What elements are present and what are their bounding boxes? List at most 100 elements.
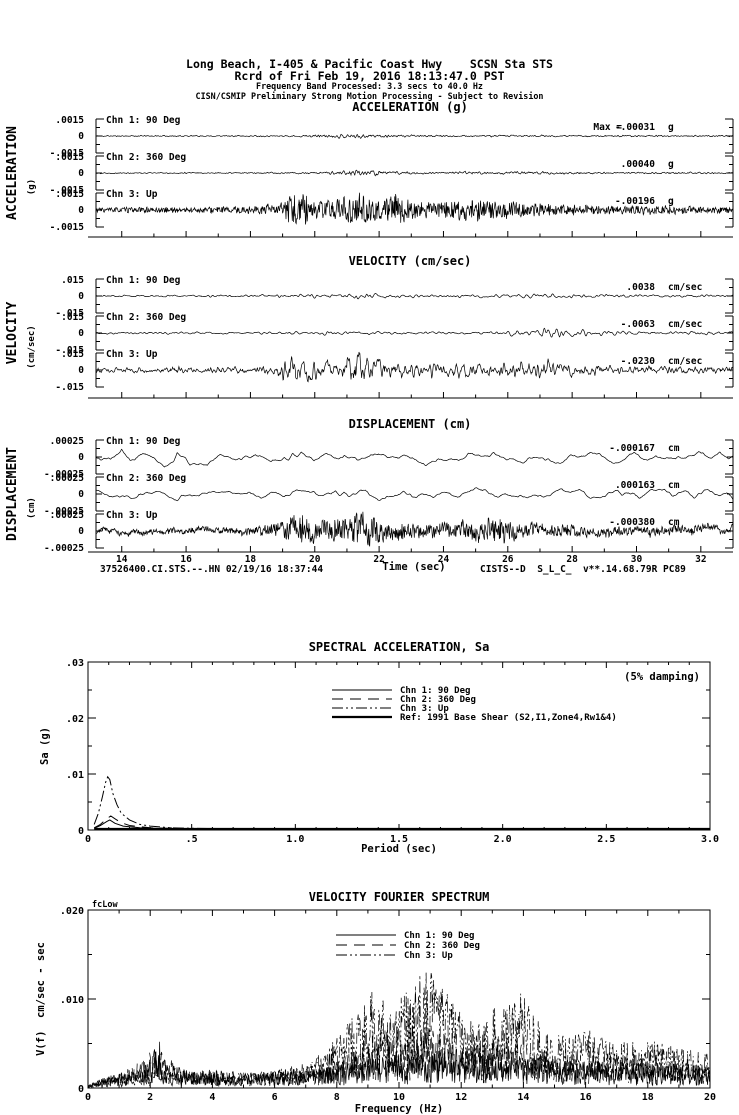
y-axis-label-acceleration: ACCELERATION — [5, 126, 20, 220]
channel-label: Chn 2: 360 Deg — [106, 473, 186, 484]
peak-unit: g — [668, 122, 674, 133]
x-tick-label: 26 — [502, 554, 514, 565]
x-tick-label: 24 — [438, 554, 450, 565]
x-tick-label: 30 — [631, 554, 643, 565]
y-tick-label: 0 — [78, 291, 84, 302]
y-tick-label: -.00025 — [44, 469, 84, 480]
fourier-curve-ch3 — [87, 971, 711, 1089]
x-tick-label: 2.5 — [597, 834, 615, 845]
y-tick-label: .0015 — [55, 189, 84, 200]
channel-label: Chn 1: 90 Deg — [106, 275, 181, 286]
waveform-displacement-ch2 — [95, 487, 734, 502]
y-tick-label: .010 — [60, 995, 84, 1006]
x-tick-label: 14 — [517, 1092, 529, 1103]
y-tick-label: .02 — [66, 714, 84, 725]
x-axis-title-sa: Period (sec) — [361, 843, 437, 855]
waveform-acceleration-ch3 — [95, 192, 734, 225]
y-axis-label-sa: Sa (g) — [39, 727, 51, 765]
y-tick-label: .015 — [61, 349, 84, 360]
station-title: Long Beach, I-405 & Pacific Coast Hwy SC… — [186, 57, 553, 71]
peak-value: -.000167 — [609, 443, 655, 454]
y-tick-label: .0015 — [55, 115, 84, 126]
y-tick-label: -.0015 — [50, 185, 85, 196]
waveform-velocity-ch3 — [95, 351, 734, 383]
x-tick-label: 8 — [334, 1092, 340, 1103]
peak-unit: cm — [668, 480, 680, 491]
x-tick-label: 28 — [566, 554, 578, 565]
y-tick-label: 0 — [78, 489, 84, 500]
x-tick-label: 4 — [209, 1092, 215, 1103]
peak-prefix: Max = — [593, 122, 622, 133]
x-tick-label: .5 — [186, 834, 198, 845]
filter-corner-label: fcLow — [92, 900, 118, 910]
chart-title-sa: SPECTRAL ACCELERATION, Sa — [309, 640, 490, 654]
waveform-acceleration-ch1 — [95, 133, 734, 139]
x-axis-title-fourier: Frequency (Hz) — [355, 1103, 444, 1115]
y-tick-label: -.015 — [55, 382, 84, 393]
y-axis-label-displacement: DISPLACEMENT — [5, 447, 20, 541]
y-tick-label: .015 — [61, 312, 84, 323]
processing-note: CISN/CSMIP Preliminary Strong Motion Pro… — [195, 90, 544, 101]
y-axis-unit-acceleration: (g) — [27, 179, 37, 195]
peak-unit: cm/sec — [668, 282, 702, 293]
header: Long Beach, I-405 & Pacific Coast Hwy SC… — [0, 58, 739, 101]
x-tick-label: 22 — [373, 554, 384, 565]
y-tick-label: -.015 — [55, 308, 84, 319]
frequency-band-note: Frequency Band Processed: 3.3 secs to 40… — [256, 81, 483, 91]
x-tick-label: 14 — [116, 554, 128, 565]
x-tick-label: 2 — [147, 1092, 153, 1103]
fourier-curve-ch2 — [87, 1025, 711, 1089]
y-tick-label: 0 — [78, 205, 84, 216]
y-tick-label: -.00025 — [44, 543, 84, 554]
x-tick-label: 3.0 — [701, 834, 719, 845]
y-tick-label: -.0015 — [50, 222, 85, 233]
x-tick-label: 10 — [393, 1092, 405, 1103]
footer-record-id: 37526400.CI.STS.--.HN 02/19/16 18:37:44 — [100, 564, 323, 575]
peak-value: -.000380 — [609, 517, 655, 528]
channel-label: Chn 2: 360 Deg — [106, 152, 186, 163]
panel-title-velocity: VELOCITY (cm/sec) — [349, 254, 472, 268]
peak-value: -.00031 — [615, 122, 655, 133]
peak-unit: g — [668, 159, 674, 170]
legend-label: Chn 2: 360 Deg — [400, 695, 476, 705]
chart-title-fourier: VELOCITY FOURIER SPECTRUM — [309, 890, 490, 904]
channel-label: Chn 3: Up — [106, 510, 158, 521]
y-tick-label: 0 — [78, 328, 84, 339]
y-tick-label: .00025 — [50, 436, 85, 447]
x-tick-label: 1.5 — [390, 834, 408, 845]
x-tick-label: 20 — [704, 1092, 716, 1103]
sa-curve-2 — [93, 815, 711, 831]
legend-label: Chn 3: Up — [404, 951, 453, 961]
waveform-displacement-ch1 — [95, 448, 734, 468]
y-tick-label: .01 — [66, 770, 84, 781]
legend-label: Chn 1: 90 Deg — [400, 686, 470, 696]
y-tick-label: 0 — [78, 526, 84, 537]
x-tick-label: 6 — [272, 1092, 278, 1103]
channel-label: Chn 1: 90 Deg — [106, 115, 181, 126]
waveform-velocity-ch2 — [95, 327, 734, 338]
peak-unit: cm — [668, 517, 680, 528]
x-tick-label: 0 — [85, 1092, 91, 1103]
y-tick-label: 0 — [78, 826, 84, 837]
y-axis-label-velocity: VELOCITY — [5, 302, 20, 365]
x-tick-label: 0 — [85, 834, 91, 845]
y-axis-label-fourier: V(f) cm/sec - sec — [35, 942, 47, 1056]
peak-value: -.0230 — [621, 356, 656, 367]
y-tick-label: -.015 — [55, 345, 84, 356]
x-tick-label: 18 — [245, 554, 257, 565]
peak-unit: cm — [668, 443, 680, 454]
y-axis-unit-displacement: (cm) — [27, 497, 37, 519]
peak-value: -.00196 — [615, 196, 655, 207]
y-tick-label: .015 — [61, 275, 84, 286]
waveform-displacement-ch3 — [95, 511, 734, 547]
waveform-acceleration-ch2 — [95, 169, 734, 177]
x-tick-label: 2.0 — [494, 834, 512, 845]
y-tick-label: 0 — [78, 452, 84, 463]
damping-note: (5% damping) — [624, 671, 700, 683]
panel-title-acceleration: ACCELERATION (g) — [352, 100, 468, 114]
sa-curve-3 — [93, 775, 710, 831]
y-tick-label: .0015 — [55, 152, 84, 163]
y-tick-label: .00025 — [50, 510, 85, 521]
